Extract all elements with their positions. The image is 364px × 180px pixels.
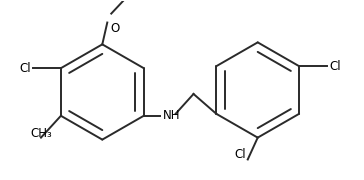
Text: O: O (110, 22, 119, 35)
Text: Cl: Cl (329, 60, 341, 73)
Text: Cl: Cl (234, 148, 246, 161)
Text: Cl: Cl (19, 62, 31, 75)
Text: NH: NH (163, 109, 180, 122)
Text: CH₃: CH₃ (30, 127, 52, 140)
